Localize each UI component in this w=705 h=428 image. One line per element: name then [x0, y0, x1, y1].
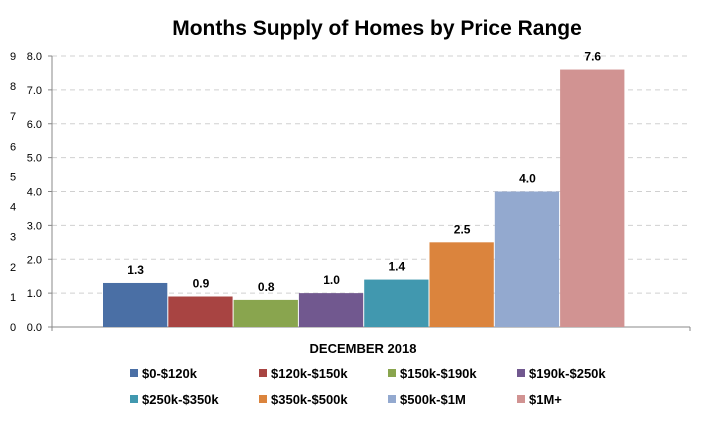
legend-label: $190k-$250k	[529, 366, 606, 381]
legend-swatch	[259, 369, 267, 377]
bar	[233, 299, 298, 327]
y-tick-label: 8.0	[27, 51, 42, 63]
data-label: 1.3	[127, 263, 144, 277]
legend-item: $1M+	[517, 392, 562, 407]
legend-item: $120k-$150k	[259, 366, 348, 381]
secondary-y-tick-label: 7	[10, 111, 16, 123]
secondary-y-tick-label: 8	[10, 81, 16, 93]
bar	[168, 296, 233, 327]
y-tick-label: 0.0	[27, 322, 42, 334]
secondary-y-tick-label: 6	[10, 141, 16, 153]
legend-label: $120k-$150k	[271, 366, 348, 381]
secondary-y-tick-label: 3	[10, 232, 16, 244]
legend-item: $350k-$500k	[259, 392, 348, 407]
legend-label: $350k-$500k	[271, 392, 348, 407]
legend-swatch	[388, 395, 396, 403]
legend-item: $500k-$1M	[388, 392, 466, 407]
legend-swatch	[388, 369, 396, 377]
y-tick-label: 3.0	[27, 220, 42, 232]
data-label: 4.0	[519, 172, 536, 186]
secondary-y-tick-label: 9	[10, 51, 16, 63]
y-tick-label: 4.0	[27, 187, 42, 199]
legend-swatch	[517, 395, 525, 403]
data-label: 7.6	[584, 50, 601, 64]
legend-swatch	[259, 395, 267, 403]
legend-swatch	[130, 395, 138, 403]
bar	[298, 293, 364, 327]
y-tick-label: 1.0	[27, 288, 42, 300]
y-tick-label: 6.0	[27, 119, 42, 131]
secondary-y-tick-label: 4	[10, 202, 16, 214]
secondary-y-tick-label: 5	[10, 171, 16, 183]
bar	[429, 242, 494, 327]
x-axis-label: DECEMBER 2018	[310, 341, 417, 356]
legend-label: $250k-$350k	[142, 392, 219, 407]
y-tick-label: 7.0	[27, 85, 42, 97]
bar	[103, 282, 168, 327]
secondary-y-tick-label: 2	[10, 262, 16, 274]
legend-label: $500k-$1M	[400, 392, 466, 407]
legend-item: $0-$120k	[130, 366, 198, 381]
secondary-y-tick-label: 1	[10, 292, 16, 304]
bar	[494, 191, 560, 327]
legend-label: $150k-$190k	[400, 366, 477, 381]
chart-title: Months Supply of Homes by Price Range	[172, 17, 582, 40]
data-label: 2.5	[454, 222, 471, 236]
legend-swatch	[130, 369, 138, 377]
y-tick-label: 2.0	[27, 254, 42, 266]
bar	[560, 69, 625, 328]
legend-item: $190k-$250k	[517, 366, 606, 381]
bar	[364, 279, 429, 327]
data-label: 1.0	[323, 273, 340, 287]
data-label: 1.4	[389, 260, 406, 274]
legend-item: $150k-$190k	[388, 366, 477, 381]
data-label: 0.8	[258, 280, 275, 294]
y-tick-label: 5.0	[27, 153, 42, 165]
legend-item: $250k-$350k	[130, 392, 219, 407]
data-label: 0.9	[193, 277, 210, 291]
legend-label: $0-$120k	[142, 366, 198, 381]
legend-label: $1M+	[529, 392, 562, 407]
legend-swatch	[517, 369, 525, 377]
secondary-y-tick-label: 0	[10, 322, 16, 334]
